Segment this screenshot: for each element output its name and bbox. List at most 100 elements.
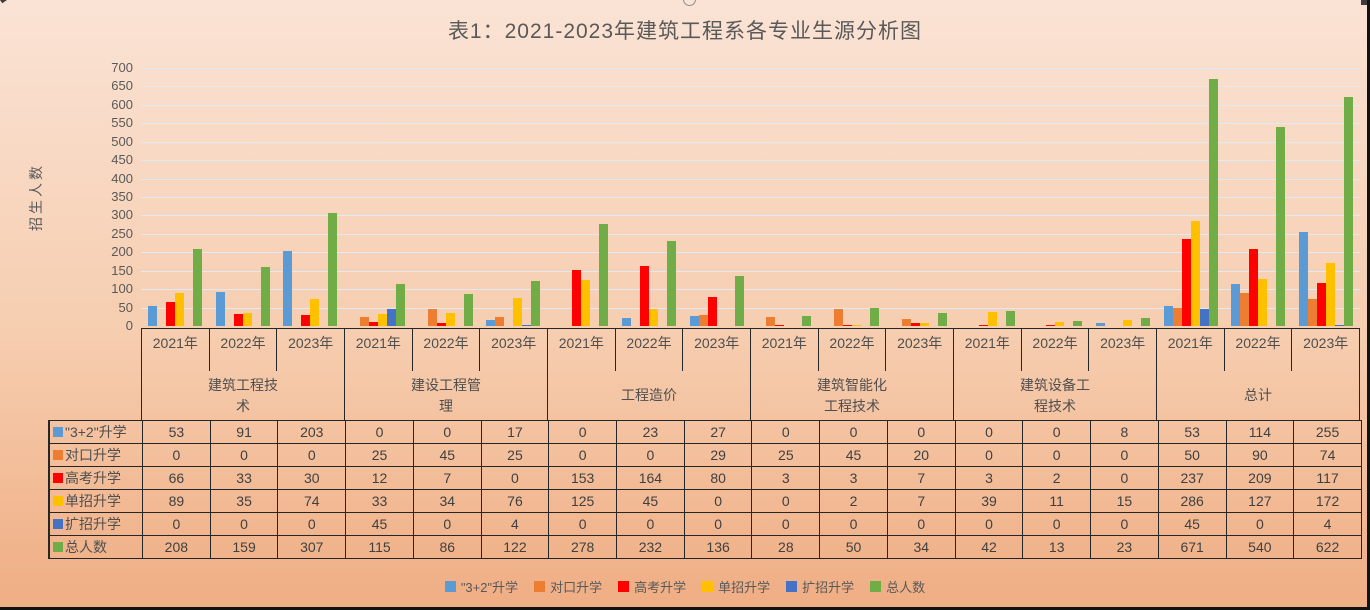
gridline: [141, 86, 1360, 88]
year-label: 2022年: [1020, 329, 1089, 371]
group-label-wrap: 建筑设备工程技术: [954, 371, 1156, 420]
year-row: 2021年 2022年 2023年: [142, 329, 344, 371]
plot-area: [141, 68, 1360, 326]
table-cell: 7: [413, 467, 482, 490]
table-cell: 0: [210, 444, 279, 467]
series-name: 单招升学: [65, 493, 121, 509]
screen-edge: [0, 607, 1370, 610]
bar-总人数: [463, 294, 473, 326]
legend-item[interactable]: 单招升学: [702, 577, 770, 596]
series-key-icon: [53, 450, 63, 460]
table-cell: 0: [481, 467, 550, 490]
bar-"3+2"升学: [283, 251, 293, 326]
bar-高考升学: [233, 313, 243, 326]
table-cell: 33: [346, 490, 414, 513]
table-cell: 20: [887, 444, 956, 467]
y-tick-label: 50: [118, 299, 133, 315]
bar-group: [141, 68, 209, 326]
legend-label: 扩招升学: [802, 580, 855, 595]
table-cell: 45: [346, 513, 414, 536]
bar-高考升学: [301, 314, 311, 326]
table-cell: 28: [752, 536, 821, 559]
table-cell: 0: [820, 421, 888, 444]
table-cell: 0: [1023, 513, 1092, 536]
table-cell: 622: [1294, 536, 1362, 559]
gridline: [141, 252, 1360, 254]
table-cell: 0: [1023, 444, 1092, 467]
bar-对口升学: [1172, 307, 1182, 326]
bar-group: [615, 68, 683, 326]
table-cell: 232: [617, 536, 685, 559]
bar-总人数: [734, 275, 744, 326]
table-cell: 2: [820, 490, 888, 513]
table-cell: 50: [1158, 444, 1227, 467]
bar-group: [412, 68, 480, 326]
y-tick-label: 200: [111, 244, 133, 260]
table-cell: 122: [481, 536, 550, 559]
bar-group: [1157, 68, 1225, 326]
table-cell: 208: [143, 536, 211, 559]
legend-label: 总人数: [886, 580, 926, 595]
table-cell: 15: [1091, 490, 1159, 513]
y-tick-label: 250: [111, 225, 133, 241]
table-row-header: 单招升学: [50, 490, 143, 513]
gridline: [141, 123, 1360, 125]
bar-单招升学: [1055, 321, 1065, 326]
table-cell: 0: [413, 421, 482, 444]
legend-item[interactable]: 高考升学: [618, 577, 686, 596]
series-name: 扩招升学: [65, 516, 121, 532]
year-row: 2021年 2022年 2023年: [345, 329, 547, 371]
bar-扩招升学: [387, 309, 397, 326]
legend-item[interactable]: 对口升学: [534, 577, 602, 596]
table-cell: 237: [1158, 467, 1227, 490]
bar-group: [751, 68, 819, 326]
series-key-icon: [53, 542, 63, 552]
legend-item[interactable]: "3+2"升学: [444, 577, 518, 596]
table-cell: 3: [955, 467, 1024, 490]
table-cell: 17: [481, 421, 550, 444]
bar-对口升学: [698, 315, 708, 326]
legend-swatch-icon: [786, 581, 798, 592]
category-axis: 2021年 2022年 2023年 建筑工程技术 2021年 2022年 2023年 建设工程…: [141, 328, 1360, 420]
table-cell: 91: [210, 421, 279, 444]
table-cell: 45: [1158, 513, 1227, 536]
y-tick-label: 500: [111, 133, 133, 149]
bar-总人数: [1344, 96, 1354, 326]
selection-handle-icon[interactable]: [683, 0, 696, 6]
year-label: 2022年: [411, 329, 480, 371]
year-row: 2021年 2022年 2023年: [751, 329, 953, 371]
legend-item[interactable]: 总人数: [870, 577, 925, 596]
table-cell: 34: [887, 536, 956, 559]
bar-group: [683, 68, 751, 326]
table-cell: 0: [549, 513, 618, 536]
legend-item[interactable]: 扩招升学: [786, 577, 854, 596]
bar-单招升学: [852, 325, 862, 326]
bar-单招升学: [987, 311, 997, 326]
y-tick-label: 700: [111, 60, 133, 75]
bar-单招升学: [513, 298, 523, 326]
table-cell: 172: [1294, 490, 1362, 513]
table-cell: 0: [1023, 421, 1092, 444]
gridline: [141, 160, 1360, 162]
legend: "3+2"升学 对口升学 高考升学 单招升学 扩招升学 总人数: [0, 577, 1370, 596]
bar-对口升学: [495, 316, 505, 326]
bar-group: [1225, 68, 1293, 326]
bar-"3+2"升学: [1095, 323, 1105, 326]
bar-对口升学: [766, 316, 776, 326]
category-group: 2021年 2022年 2023年 建筑设备工程技术: [953, 329, 1156, 420]
table-cell: 39: [955, 490, 1024, 513]
bar-单招升学: [242, 313, 252, 326]
corner-mark-icon: [0, 0, 9, 4]
table-cell: 0: [752, 490, 821, 513]
bar-总人数: [1208, 78, 1218, 326]
gridline: [141, 68, 1360, 69]
bar-扩招升学: [1199, 309, 1209, 326]
table-cell: 3: [752, 467, 821, 490]
y-axis-title: 招生人数: [28, 163, 44, 231]
bar-"3+2"升学: [1163, 306, 1173, 326]
table-cell: 2: [1023, 467, 1092, 490]
y-tick-label: 550: [111, 115, 133, 131]
table-cell: 307: [278, 536, 347, 559]
bar-单招升学: [1326, 262, 1336, 326]
